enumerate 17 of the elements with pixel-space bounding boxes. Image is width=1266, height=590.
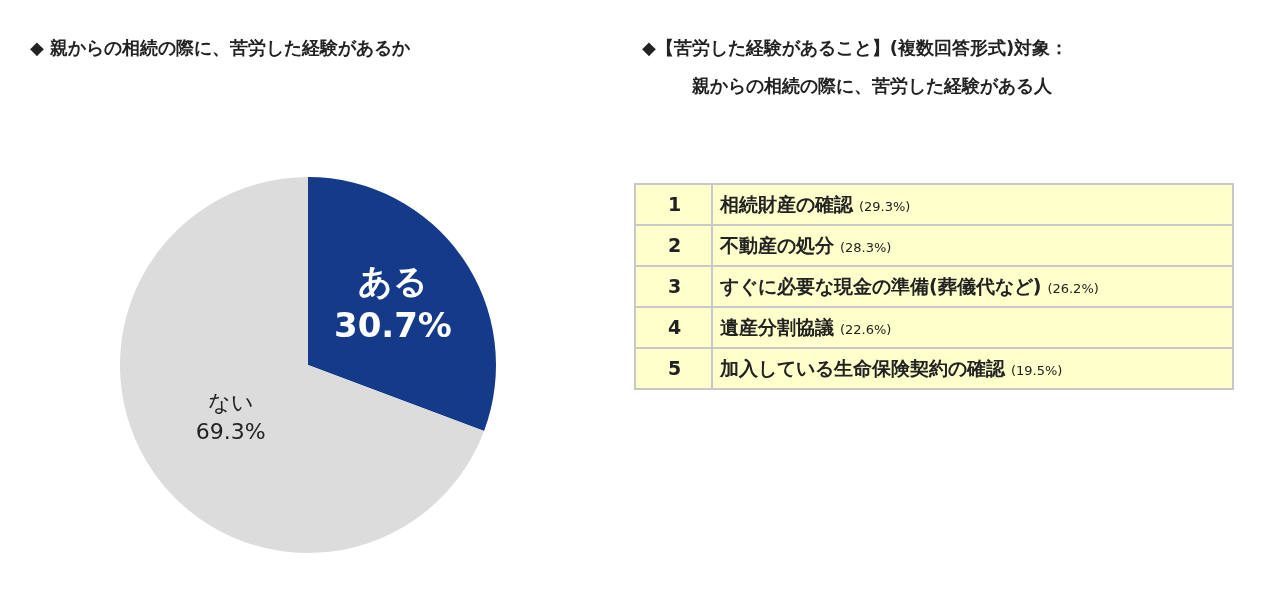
text: (29.3%) bbox=[859, 198, 911, 214]
text: 4 遺産分割協議 bbox=[668, 315, 834, 338]
data-label: 30.7% bbox=[333, 305, 452, 346]
text: 3 すぐに必要な現金の準備(葬儀代など) bbox=[668, 274, 1042, 297]
text: 2 不動産の処分 bbox=[668, 233, 834, 256]
data-label: 69.3% bbox=[195, 418, 266, 444]
text: (22.6%) bbox=[840, 321, 892, 337]
text: 1 相続財産の確認 bbox=[668, 192, 853, 215]
text: (19.5%) bbox=[1011, 362, 1063, 378]
slice-label: ある bbox=[357, 260, 428, 301]
text: (28.3%) bbox=[840, 239, 892, 255]
chart-title: ◆ 親からの相続の際に、苦労した経験があるか bbox=[30, 36, 411, 60]
text: 親からの相続の際に、苦労した経験がある人 bbox=[692, 74, 1052, 98]
text: 5 加入している生命保険契約の確認 bbox=[668, 356, 1005, 379]
slice-label: ない bbox=[207, 389, 254, 415]
text: ◆【苦労した経験があること】(複数回答形式)対象： bbox=[642, 36, 1069, 60]
text: (26.2%) bbox=[1047, 280, 1099, 296]
